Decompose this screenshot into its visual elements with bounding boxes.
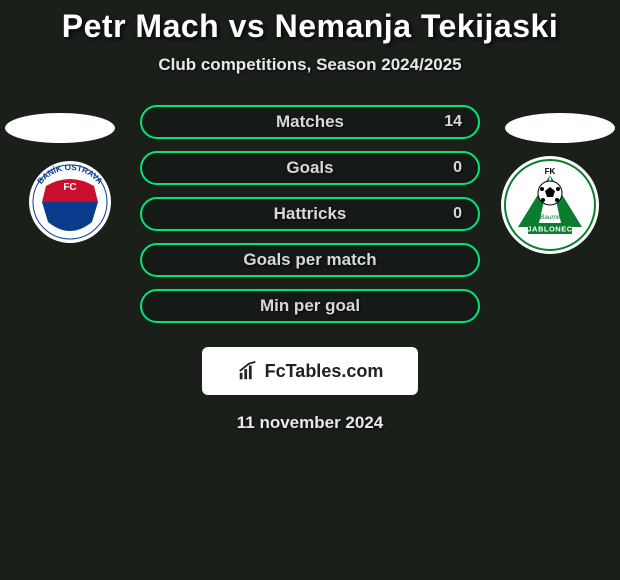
vs-separator: vs — [229, 8, 266, 44]
player2-name: Nemanja Tekijaski — [275, 8, 559, 44]
stat-right: 0 — [453, 205, 462, 223]
right-club-badge: FK Baumit JABLONEC — [500, 155, 600, 255]
stat-right: 0 — [453, 159, 462, 177]
left-club-badge: FC BANÍK OSTRAVA — [20, 160, 120, 244]
stat-row-matches: Matches 14 — [140, 105, 480, 139]
stat-row-mpg: Min per goal — [140, 289, 480, 323]
stat-row-goals: Goals 0 — [140, 151, 480, 185]
stat-label: Goals — [286, 158, 333, 178]
stat-label: Goals per match — [243, 250, 376, 270]
page-title: Petr Mach vs Nemanja Tekijaski — [0, 8, 620, 45]
stat-right: 14 — [444, 113, 462, 131]
stat-row-gpm: Goals per match — [140, 243, 480, 277]
stat-label: Matches — [276, 112, 344, 132]
svg-text:Baumit: Baumit — [540, 214, 561, 221]
stat-bars: Matches 14 Goals 0 Hattricks 0 Goals per… — [140, 105, 480, 335]
subtitle: Club competitions, Season 2024/2025 — [0, 55, 620, 75]
comparison-area: FC BANÍK OSTRAVA FK Baumit JABLONEC — [0, 105, 620, 335]
stat-label: Hattricks — [274, 204, 347, 224]
stat-label: Min per goal — [260, 296, 360, 316]
player1-name: Petr Mach — [62, 8, 219, 44]
player1-avatar-placeholder — [5, 113, 115, 143]
svg-text:JABLONEC: JABLONEC — [527, 225, 572, 234]
player2-avatar-placeholder — [505, 113, 615, 143]
brand-text: FcTables.com — [265, 361, 384, 382]
brand-box: FcTables.com — [202, 347, 418, 395]
left-badge-fc: FC — [63, 182, 76, 193]
svg-text:FK: FK — [545, 167, 556, 176]
date-line: 11 november 2024 — [0, 413, 620, 433]
stat-row-hattricks: Hattricks 0 — [140, 197, 480, 231]
chart-icon — [237, 360, 259, 382]
